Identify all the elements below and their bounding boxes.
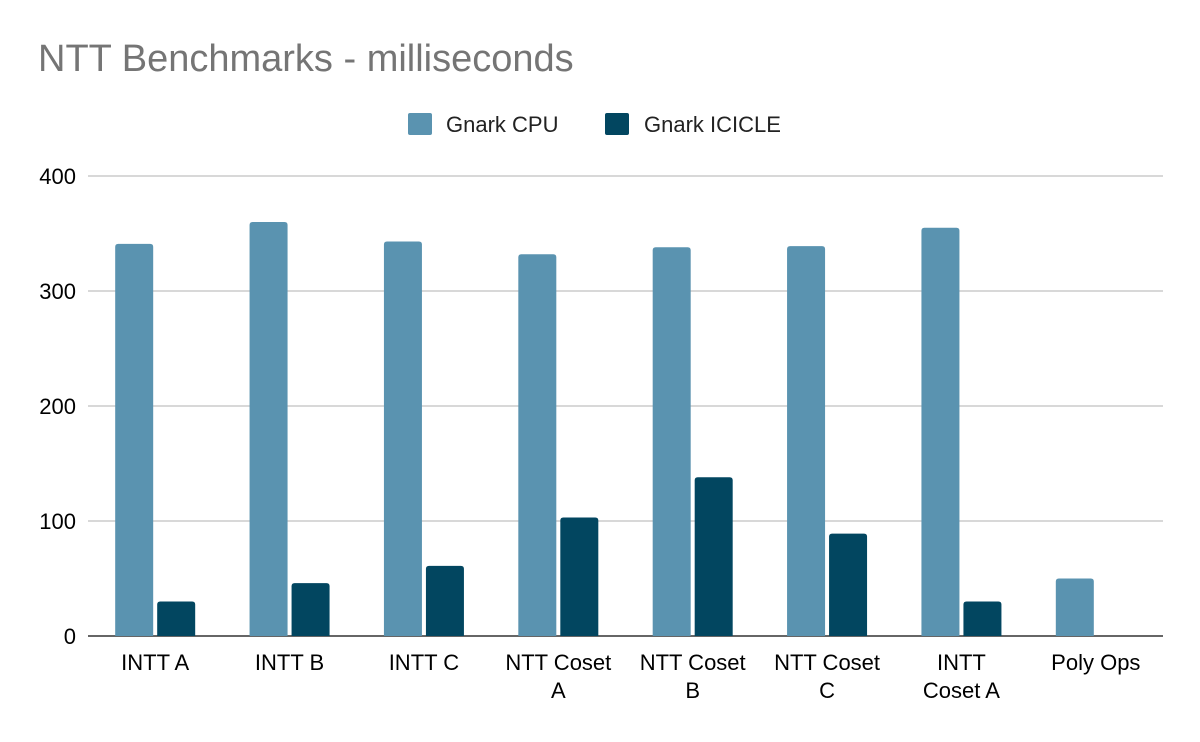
bar-gnark-cpu [921,227,960,636]
bar-gnark-cpu [518,254,557,636]
legend-swatch [605,113,629,135]
bar-gnark-icicle [694,477,733,636]
bar-gnark-icicle [157,601,196,636]
y-axis: 0 100 200 300 400 [39,164,76,649]
x-tick-label: NTT Coset C [774,650,880,703]
x-tick-label: INTT C [389,650,460,675]
legend: Gnark CPU Gnark ICICLE [408,112,781,137]
bar-gnark-cpu [115,243,154,636]
bar-gnark-icicle [425,565,464,636]
bar-gnark-cpu [787,246,826,636]
gridlines [88,175,1163,637]
bar-gnark-cpu [383,241,422,637]
bar-gnark-cpu [249,222,288,636]
bar-gnark-icicle [291,583,330,636]
legend-swatch [408,113,432,135]
legend-label: Gnark CPU [446,112,558,137]
y-tick-label: 200 [39,394,76,419]
y-tick-label: 300 [39,279,76,304]
bar-gnark-icicle [829,533,868,636]
bar-gnark-icicle [963,601,1002,636]
y-tick-label: 400 [39,164,76,189]
x-tick-label: NTT Coset B [640,650,746,703]
bar-gnark-cpu [652,247,691,637]
x-tick-label: INTT A [121,650,189,675]
x-tick-label: Poly Ops [1051,650,1140,675]
bar-gnark-icicle [560,517,599,636]
legend-label: Gnark ICICLE [644,112,781,137]
x-tick-label: INTT Coset A [923,650,1000,703]
y-tick-label: 0 [64,624,76,649]
bars [115,222,1094,637]
bar-gnark-cpu [1055,578,1094,636]
x-tick-label: INTT B [255,650,324,675]
x-axis: INTT A INTT B INTT C NTT Coset A NTT Coset B NT… [121,650,1140,703]
y-tick-label: 100 [39,509,76,534]
chart-title: NTT Benchmarks - milliseconds [38,38,574,80]
x-tick-label: NTT Coset A [505,650,611,703]
